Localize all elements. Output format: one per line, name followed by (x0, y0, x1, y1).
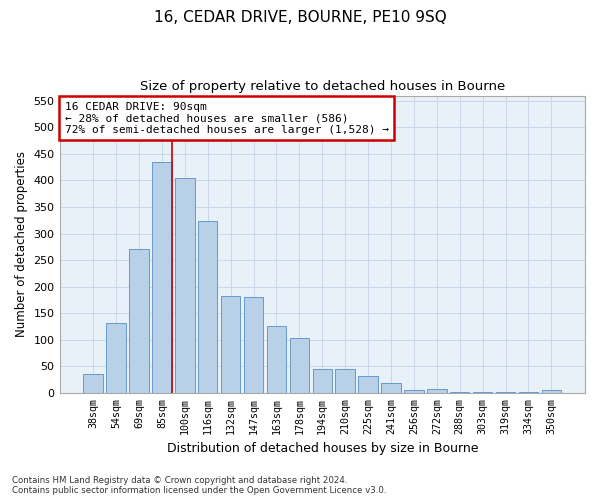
Title: Size of property relative to detached houses in Bourne: Size of property relative to detached ho… (140, 80, 505, 93)
Bar (519, 392, 538, 393)
Text: 16, CEDAR DRIVE, BOURNE, PE10 9SQ: 16, CEDAR DRIVE, BOURNE, PE10 9SQ (154, 10, 446, 25)
Bar (450, 392, 469, 393)
Bar (358, 376, 378, 393)
Bar (496, 392, 515, 393)
Bar (83, 374, 103, 393)
Bar (152, 162, 172, 393)
Bar (542, 390, 561, 393)
Bar (129, 249, 149, 393)
Bar (404, 390, 424, 393)
Bar (175, 178, 194, 393)
Text: Contains HM Land Registry data © Crown copyright and database right 2024.
Contai: Contains HM Land Registry data © Crown c… (12, 476, 386, 495)
Bar (290, 338, 309, 393)
Bar (473, 392, 493, 393)
Bar (381, 382, 401, 393)
Bar (198, 222, 217, 393)
Text: 16 CEDAR DRIVE: 90sqm
← 28% of detached houses are smaller (586)
72% of semi-det: 16 CEDAR DRIVE: 90sqm ← 28% of detached … (65, 102, 389, 134)
Bar (244, 296, 263, 393)
Bar (221, 296, 241, 393)
Bar (106, 322, 126, 393)
Bar (427, 388, 446, 393)
X-axis label: Distribution of detached houses by size in Bourne: Distribution of detached houses by size … (167, 442, 478, 455)
Y-axis label: Number of detached properties: Number of detached properties (15, 151, 28, 337)
Bar (267, 326, 286, 393)
Bar (335, 370, 355, 393)
Bar (313, 369, 332, 393)
